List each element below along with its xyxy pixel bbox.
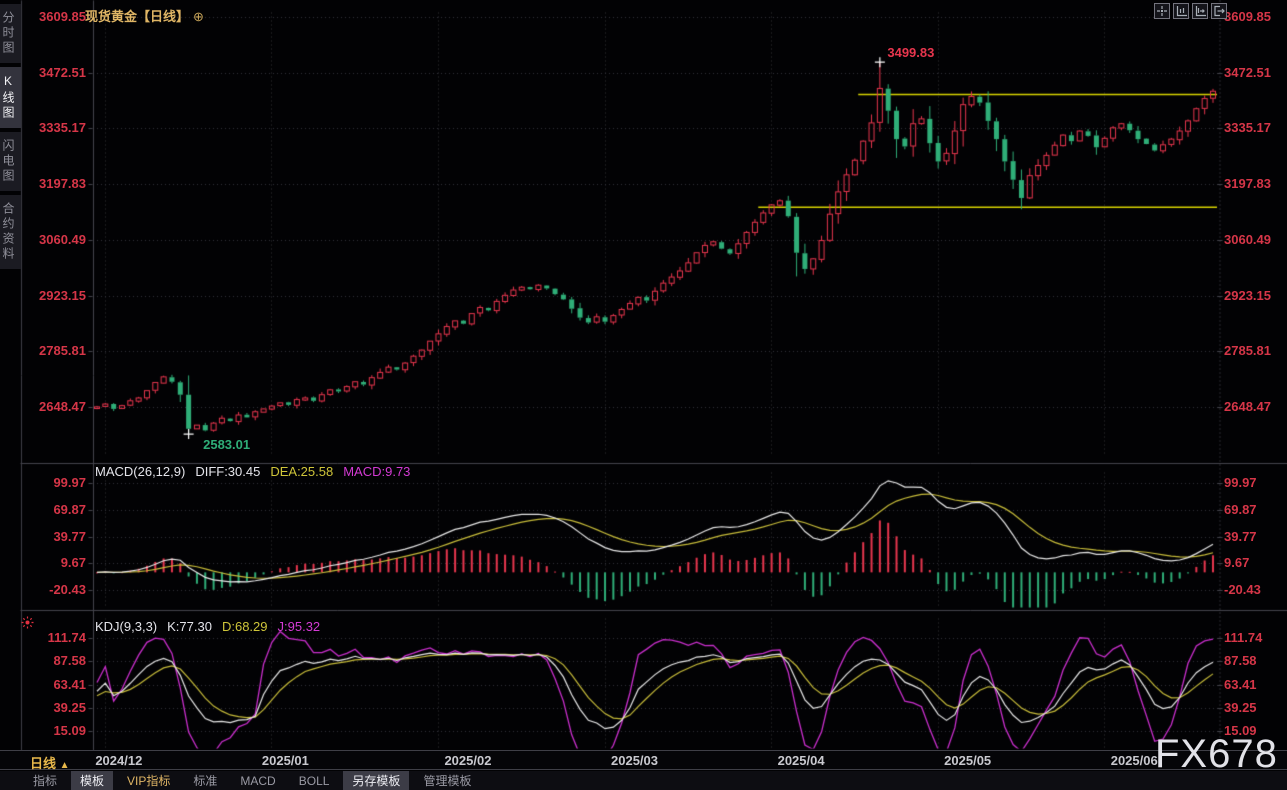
macd-macd-value: MACD:9.73 [343, 464, 411, 479]
tab-indicators[interactable]: 指标 [33, 774, 58, 788]
kdj-d-value: D:68.29 [221, 619, 268, 634]
price-axis-label: 2785.81 [1224, 343, 1271, 358]
kdj-axis-label: 39.25 [53, 700, 86, 715]
macd-title: MACD(26,12,9) [95, 464, 186, 479]
price-axis-label: 3609.85 [1224, 9, 1271, 24]
price-axis-label: 2648.47 [39, 399, 86, 414]
fx678-watermark: FX678 [1155, 732, 1278, 776]
price-axis-label: 3472.51 [1224, 65, 1271, 80]
macd-axis-label: 9.67 [1224, 555, 1250, 570]
macd-axis-label: 39.77 [1224, 529, 1257, 544]
price-axis-label: 2923.15 [1224, 288, 1271, 303]
macd-axis-label: -20.43 [1224, 582, 1261, 597]
page-title: 现货黄金【日线】 [85, 9, 190, 24]
kdj-axis-label: 111.74 [47, 630, 86, 645]
chart-title-row: 现货黄金【日线】 ⊕ [85, 6, 204, 25]
macd-axis-label: 99.97 [53, 475, 86, 490]
macd-axis-label: -20.43 [49, 582, 86, 597]
sidebar-item-contract-info[interactable]: 合约资料 [0, 195, 21, 269]
timeframe-label: 日线 [30, 756, 57, 771]
axis-pan-icon[interactable] [1192, 3, 1208, 19]
kdj-indicator-header: KDJ(9,3,3) K:77.30 D:68.29 J:95.32 [95, 619, 320, 634]
tab-standard[interactable]: 标准 [193, 774, 218, 788]
price-axis-label: 3197.83 [1224, 176, 1271, 191]
zoom-plus-icon[interactable]: ⊕ [193, 9, 204, 24]
sidebar-item-kline-chart[interactable]: K线图 [0, 67, 21, 128]
kdj-axis-label: 63.41 [53, 677, 86, 692]
bottom-tab-bar: 指标 模板 VIP指标 标准 MACD BOLL 另存模板 管理模板 [0, 771, 1287, 790]
kdj-axis-label: 87.58 [1224, 653, 1257, 668]
date-label: 2025/04 [777, 753, 825, 768]
kdj-axis-label: 63.41 [1224, 677, 1257, 692]
time-axis-row: 日线 ▲ 2024/12 2025/01 2025/02 2025/03 2025/04… [0, 750, 1287, 772]
date-label: 2025/01 [261, 753, 309, 768]
price-axis-label: 2923.15 [39, 288, 86, 303]
axis-scale-icon[interactable] [1173, 3, 1189, 19]
date-label: 2025/03 [611, 753, 659, 768]
date-label: 2025/06 [1110, 753, 1158, 768]
price-axis-label: 3335.17 [1224, 120, 1271, 135]
timeframe-selector[interactable]: 日线 ▲ [30, 753, 70, 772]
sidebar-item-timeline-chart[interactable]: 分时图 [0, 4, 21, 63]
macd-axis-label: 9.67 [60, 555, 86, 570]
macd-axis-label: 99.97 [1224, 475, 1257, 490]
macd-indicator-header: MACD(26,12,9) DIFF:30.45 DEA:25.58 MACD:… [95, 464, 410, 479]
tab-templates[interactable]: 模板 [71, 771, 114, 790]
price-axis-label: 3197.83 [39, 176, 86, 191]
kdj-title: KDJ(9,3,3) [95, 619, 158, 634]
macd-axis-label: 69.87 [53, 502, 86, 517]
kdj-axis-label: 39.25 [1224, 700, 1257, 715]
exit-chart-icon[interactable] [1211, 3, 1227, 19]
tab-macd[interactable]: MACD [240, 773, 276, 788]
date-label: 2025/05 [944, 753, 992, 768]
date-label: 2025/02 [444, 753, 492, 768]
macd-axis-label: 69.87 [1224, 502, 1257, 517]
high-price-annotation: 3499.83 [887, 44, 935, 60]
date-label: 2024/12 [95, 753, 143, 768]
tab-save-template[interactable]: 另存模板 [343, 771, 410, 790]
crosshair-icon[interactable] [1154, 3, 1170, 19]
price-axis-label: 3335.17 [39, 120, 86, 135]
kdj-axis-label: 111.74 [1224, 630, 1263, 645]
price-axis-label: 3060.49 [1224, 232, 1271, 247]
tab-vip-indicators[interactable]: VIP指标 [127, 774, 171, 788]
price-axis-label: 2785.81 [39, 343, 86, 358]
macd-diff-value: DIFF:30.45 [195, 464, 261, 479]
kdj-settings-icon[interactable] [21, 616, 34, 634]
price-axis-label: 3472.51 [39, 65, 86, 80]
sidebar-item-flash-chart[interactable]: 闪电图 [0, 132, 21, 191]
price-axis-label: 2648.47 [1224, 399, 1271, 414]
kdj-axis-label: 87.58 [53, 653, 86, 668]
kdj-axis-label: 15.09 [53, 723, 86, 738]
kdj-axis-label: 15.09 [1224, 723, 1257, 738]
macd-axis-label: 39.77 [53, 529, 86, 544]
low-price-annotation: 2583.01 [203, 436, 251, 452]
tab-boll[interactable]: BOLL [298, 773, 330, 788]
kdj-j-value: J:95.32 [277, 619, 321, 634]
top-toolbar [1154, 3, 1227, 19]
kdj-k-value: K:77.30 [167, 619, 212, 634]
sidebar: 分时图 K线图 闪电图 合约资料 [0, 4, 21, 273]
price-axis-label: 3060.49 [39, 232, 86, 247]
tab-manage-template[interactable]: 管理模板 [423, 774, 472, 788]
macd-dea-value: DEA:25.58 [270, 464, 334, 479]
chevron-up-icon: ▲ [59, 760, 70, 771]
price-axis-label: 3609.85 [39, 9, 86, 24]
